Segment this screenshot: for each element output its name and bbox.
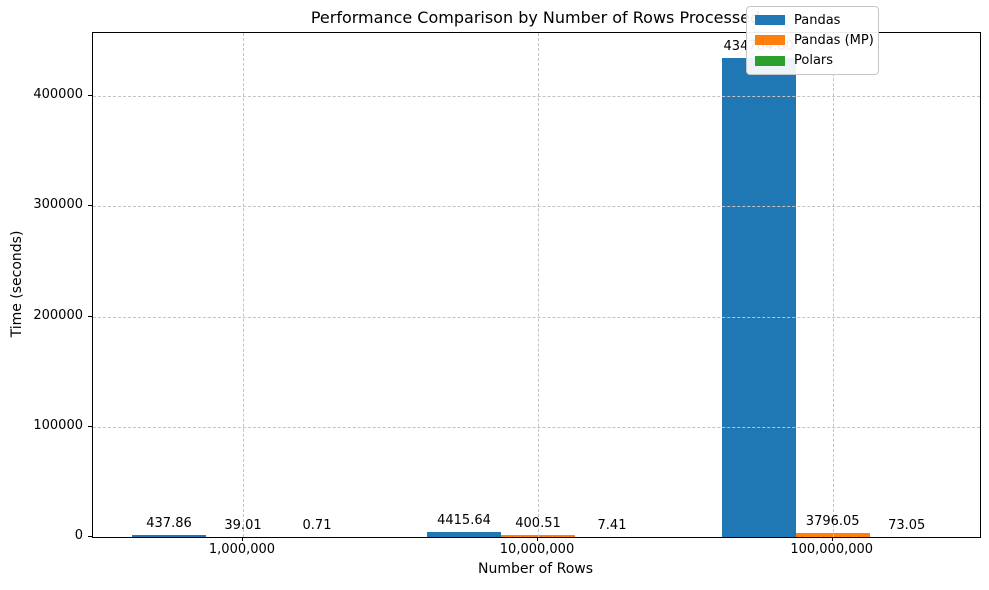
x-tick-label: 100,000,000 [790,542,874,557]
legend-swatch-icon [755,55,785,66]
bar-value-label: 39.01 [224,518,262,533]
plot-area: 437.864415.64434764.0039.01400.513796.05… [92,32,981,538]
gridline-horizontal [93,316,980,318]
legend-label: Pandas (MP) [794,32,874,48]
gridline-vertical [832,33,834,537]
bar-value-label: 73.05 [888,518,926,533]
x-tick-mark [831,537,833,541]
y-tick-mark [88,425,92,427]
bar-value-label: 4415.64 [437,513,491,529]
gridline-horizontal [93,96,980,97]
y-tick-mark [88,536,92,537]
bar-value-label: 7.41 [597,518,627,533]
chart-title: Performance Comparison by Number of Rows… [310,8,761,27]
y-tick-label: 200000 [33,307,83,323]
gridline-horizontal [93,426,980,428]
bar-pandas-1 [427,532,501,537]
y-tick-label: 0 [74,528,83,543]
y-tick-mark [88,315,92,317]
legend-row: Pandas [755,13,870,28]
legend-label: Pandas [794,12,841,28]
bar-value-label: 3796.05 [805,513,860,529]
gridline-vertical [538,33,539,537]
legend-label: Polars [794,53,834,69]
y-tick-label: 400000 [33,87,83,102]
legend-row: Pandas (MP) [755,33,874,48]
y-tick-label: 100000 [33,417,83,433]
y-tick-mark [88,205,92,207]
legend-swatch-icon [755,35,785,46]
x-tick-mark [537,537,538,541]
x-tick-mark [242,537,243,541]
x-tick-label: 10,000,000 [499,542,575,557]
legend: Pandas Pandas (MP) Polars [746,6,879,75]
gridline-horizontal [93,206,980,208]
legend-row: Polars [755,53,870,68]
bar-pandas-2 [721,57,796,537]
legend-swatch-icon [755,15,785,26]
bar-value-label: 437.86 [146,516,192,531]
bar-pandas-0 [132,535,206,537]
y-tick-label: 300000 [33,197,83,213]
x-axis-label: Number of Rows [477,561,594,577]
bar-value-label: 0.71 [302,518,332,533]
y-tick-mark [88,95,92,96]
bar-value-label: 400.51 [515,516,561,531]
gridline-vertical [243,33,244,537]
x-tick-label: 1,000,000 [208,542,276,557]
